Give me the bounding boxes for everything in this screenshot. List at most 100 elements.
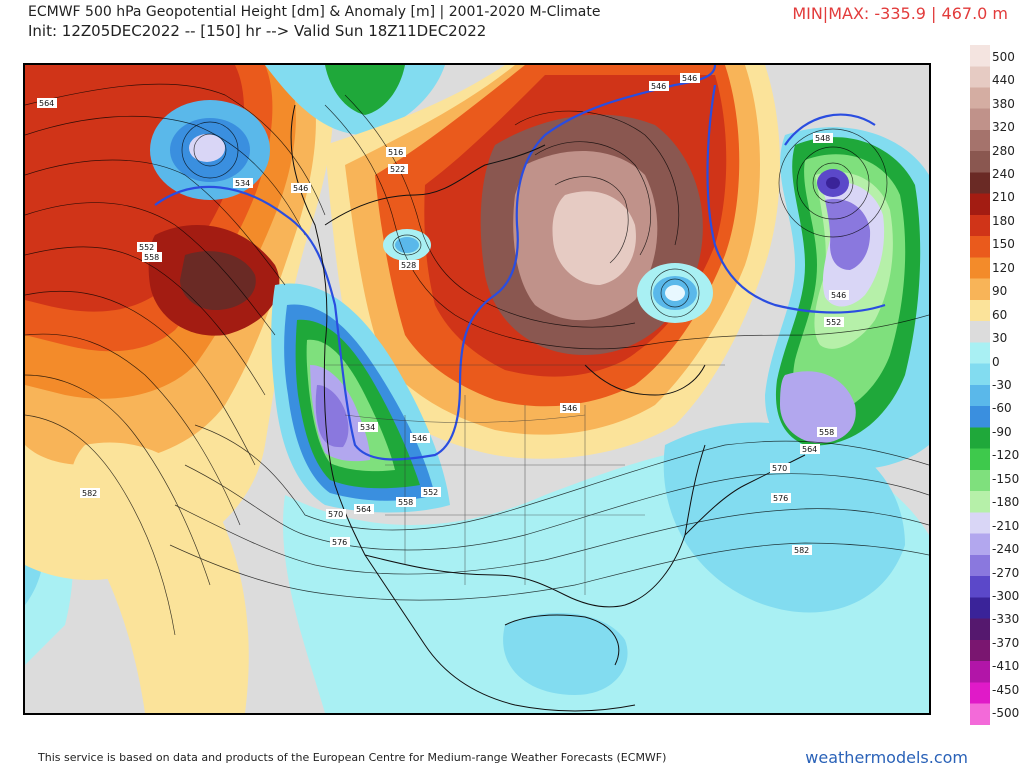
svg-text:548: 548 [815, 134, 830, 143]
svg-text:546: 546 [651, 82, 666, 91]
contour-label: 570 [770, 463, 790, 473]
svg-text:552: 552 [139, 243, 154, 252]
svg-text:570: 570 [772, 464, 787, 473]
contour-label: 558 [142, 252, 162, 262]
contour-label: 552 [137, 242, 157, 252]
colorbar-tick: -300 [970, 584, 1024, 607]
contour-label: 534 [233, 178, 253, 188]
contour-label: 546 [410, 433, 430, 443]
colorbar-tick: 380 [970, 92, 1024, 115]
colorbar-label: 440 [992, 73, 1015, 88]
contour-label: 546 [829, 290, 849, 300]
colorbar-tick: 280 [970, 139, 1024, 162]
colorbar-tick: -30 [970, 373, 1024, 396]
colorbar-tick: 30 [970, 326, 1024, 349]
svg-text:546: 546 [412, 434, 427, 443]
colorbar-label: 210 [992, 190, 1015, 205]
colorbar-tick: 60 [970, 303, 1024, 326]
colorbar-tick: 120 [970, 256, 1024, 279]
western-us-trough [271, 283, 450, 513]
contour-label: 546 [291, 183, 311, 193]
svg-text:576: 576 [773, 494, 788, 503]
svg-text:522: 522 [390, 165, 405, 174]
svg-text:558: 558 [398, 498, 413, 507]
colorbar-tick: -370 [970, 631, 1024, 654]
contour-label: 546 [649, 81, 669, 91]
colorbar-label: -500 [992, 706, 1020, 721]
colorbar-label: 320 [992, 120, 1015, 135]
contour-label: 576 [330, 537, 350, 547]
colorbar-tick: 0 [970, 350, 1024, 373]
colorbar-label: -330 [992, 612, 1020, 627]
colorbar-tick: -330 [970, 608, 1024, 631]
colorbar-label: -270 [992, 565, 1020, 580]
colorbar-tick: -180 [970, 491, 1024, 514]
colorbar-tick: -210 [970, 514, 1024, 537]
map-canvas: 564 534 546 552 558 516 522 528 546 546 … [25, 65, 929, 713]
contour-label: 564 [800, 444, 820, 454]
colorbar-tick: 150 [970, 233, 1024, 256]
svg-text:570: 570 [328, 510, 343, 519]
colorbar-label: 30 [992, 331, 1008, 346]
contour-label: 528 [399, 260, 419, 270]
colorbar-label: -30 [992, 377, 1012, 392]
svg-text:534: 534 [235, 179, 250, 188]
colorbar-label: -240 [992, 542, 1020, 557]
colorbar-label: -90 [992, 424, 1012, 439]
svg-text:534: 534 [360, 423, 375, 432]
colorbar-tick: 210 [970, 186, 1024, 209]
geopotential-contours [25, 83, 929, 636]
colorbar-label: 180 [992, 213, 1015, 228]
contour-label: 552 [824, 317, 844, 327]
colorbar-label: 90 [992, 284, 1008, 299]
svg-text:576: 576 [332, 538, 347, 547]
svg-text:564: 564 [802, 445, 817, 454]
colorbar-label: -300 [992, 589, 1020, 604]
colorbar-label: 60 [992, 307, 1008, 322]
colorbar-label: 240 [992, 166, 1015, 181]
contour-label: 546 [560, 403, 580, 413]
contour-label: 548 [813, 133, 833, 143]
contour-label: 576 [771, 493, 791, 503]
contour-label: 582 [792, 545, 812, 555]
contour-label: 564 [354, 504, 374, 514]
colorbar-label: -370 [992, 635, 1020, 650]
svg-text:546: 546 [293, 184, 308, 193]
colorbar-tick: -410 [970, 655, 1024, 678]
labrador-low [637, 263, 713, 323]
svg-text:564: 564 [39, 99, 54, 108]
contour-label: 546 [680, 73, 700, 83]
colorbar-tick: 320 [970, 115, 1024, 138]
anomaly-field-negative [25, 422, 929, 713]
highlight-contour [154, 65, 886, 461]
colorbar-label: 500 [992, 49, 1015, 64]
anomaly-field-positive-canada [325, 65, 780, 459]
colorbar-tick: 500 [970, 45, 1024, 68]
contour-label: 516 [386, 147, 406, 157]
svg-text:516: 516 [388, 148, 403, 157]
colorbar-label: 280 [992, 143, 1015, 158]
colorbar-label: -180 [992, 495, 1020, 510]
colorbar-label: 0 [992, 354, 1000, 369]
min-max-readout: MIN|MAX: -335.9 | 467.0 m [792, 4, 1008, 23]
svg-text:564: 564 [356, 505, 371, 514]
anomaly-map[interactable]: 564 534 546 552 558 516 522 528 546 546 … [23, 63, 931, 715]
colorbar-tick: -240 [970, 537, 1024, 560]
colorbar-label: -450 [992, 682, 1020, 697]
colorbar-tick: 440 [970, 68, 1024, 91]
colorbar-strip [970, 45, 990, 725]
colorbar-label: 380 [992, 96, 1015, 111]
colorbar-tick: -150 [970, 467, 1024, 490]
colorbar-label: -150 [992, 471, 1020, 486]
contour-label: 558 [817, 427, 837, 437]
colorbar-label: -210 [992, 518, 1020, 533]
colorbar-label: -410 [992, 659, 1020, 674]
contour-labels: 564 534 546 552 558 516 522 528 546 546 … [37, 73, 849, 555]
svg-text:528: 528 [401, 261, 416, 270]
svg-text:546: 546 [831, 291, 846, 300]
colorbar-tick: -60 [970, 397, 1024, 420]
contour-label: 534 [358, 422, 378, 432]
colorbar-tick: 240 [970, 162, 1024, 185]
brand-link[interactable]: weathermodels.com [805, 748, 968, 767]
colorbar-tick: 180 [970, 209, 1024, 232]
